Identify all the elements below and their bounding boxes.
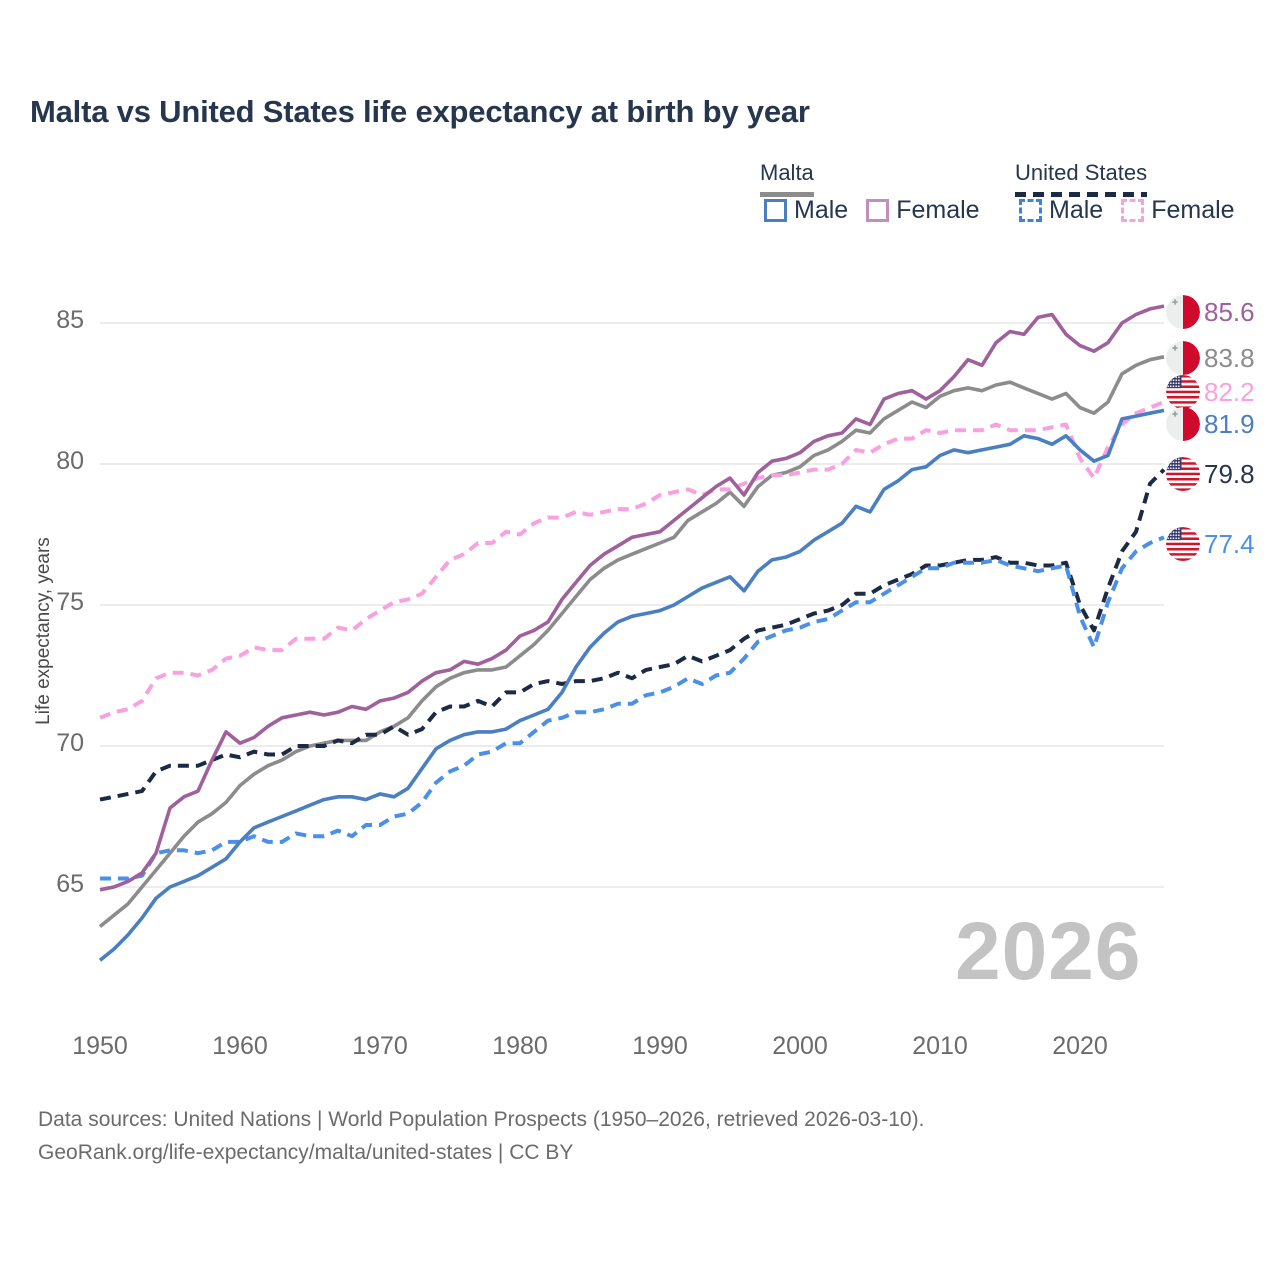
legend-item-us-male[interactable]: Male bbox=[1019, 198, 1103, 223]
x-tick-label: 1970 bbox=[352, 1032, 408, 1060]
chart-series-layer bbox=[98, 304, 1166, 962]
legend-item-malta-male[interactable]: Male bbox=[764, 198, 848, 223]
us-flag-icon bbox=[1166, 457, 1200, 491]
us-flag-icon bbox=[1166, 527, 1200, 561]
chart-footer: Data sources: United Nations | World Pop… bbox=[38, 1104, 924, 1169]
legend-item-us-female[interactable]: Female bbox=[1121, 196, 1235, 224]
legend-heading-united-states: United States bbox=[1015, 160, 1148, 185]
x-tick-label: 2020 bbox=[1052, 1032, 1108, 1060]
footer-attribution: GeoRank.org/life-expectancy/malta/united… bbox=[38, 1140, 574, 1164]
x-tick-label: 1980 bbox=[492, 1032, 548, 1060]
end-label-value: 77.4 bbox=[1204, 529, 1255, 559]
end-label-82-2: 82.2 bbox=[1166, 375, 1255, 409]
legend-group-malta: Malta Male Female bbox=[760, 160, 980, 223]
line-chart-svg bbox=[98, 304, 1166, 962]
y-tick-label: 70 bbox=[56, 729, 84, 757]
malta-flag-icon bbox=[1166, 295, 1200, 329]
legend-label-malta-female: Female bbox=[896, 196, 980, 224]
us-flag-icon bbox=[1166, 457, 1200, 491]
chart-gridlines bbox=[100, 322, 1164, 888]
legend-rule-malta bbox=[760, 192, 814, 197]
end-label-value: 79.8 bbox=[1204, 459, 1255, 489]
malta-flag-icon bbox=[1166, 407, 1200, 441]
x-tick-label: 1960 bbox=[212, 1032, 268, 1060]
us-flag-icon bbox=[1166, 375, 1200, 409]
x-tick-label: 2010 bbox=[912, 1032, 968, 1060]
malta-flag-icon bbox=[1166, 295, 1200, 329]
us-flag-icon bbox=[1166, 375, 1200, 409]
legend-rule-united-states bbox=[1015, 192, 1148, 197]
legend-swatch-us-female bbox=[1121, 199, 1145, 222]
end-label-value: 81.9 bbox=[1204, 409, 1255, 439]
x-tick-label: 1950 bbox=[72, 1032, 128, 1060]
series-line-united-states-male bbox=[100, 535, 1165, 881]
x-tick-label: 1990 bbox=[632, 1032, 688, 1060]
series-line-malta-male-alt- bbox=[98, 355, 1165, 928]
end-label-83-8: 83.8 bbox=[1166, 341, 1255, 375]
end-label-77-4: 77.4 bbox=[1166, 527, 1255, 561]
legend-group-united-states: United States Male Female bbox=[1015, 160, 1235, 223]
end-label-value: 83.8 bbox=[1204, 343, 1255, 373]
end-label-81-9: 81.9 bbox=[1166, 407, 1255, 441]
y-tick-label: 65 bbox=[56, 870, 84, 898]
legend-item-malta-female[interactable]: Female bbox=[866, 196, 980, 224]
end-label-85-6: 85.6 bbox=[1166, 295, 1255, 329]
year-watermark: 2026 bbox=[955, 906, 1142, 997]
malta-flag-icon bbox=[1166, 407, 1200, 441]
legend-label-malta-male: Male bbox=[794, 196, 849, 224]
y-tick-label: 85 bbox=[56, 306, 84, 334]
malta-flag-icon bbox=[1166, 341, 1200, 375]
y-axis-title: Life expectancy, years bbox=[33, 537, 54, 725]
legend-heading-malta: Malta bbox=[760, 160, 814, 185]
x-tick-label: 2000 bbox=[772, 1032, 828, 1060]
end-label-value: 85.6 bbox=[1204, 297, 1255, 327]
legend-swatch-malta-female bbox=[866, 199, 890, 222]
y-tick-label: 75 bbox=[56, 588, 84, 616]
y-tick-label: 80 bbox=[56, 447, 84, 475]
footer-data-sources: Data sources: United Nations | World Pop… bbox=[38, 1108, 925, 1131]
series-line-united-states-male-alt- bbox=[99, 468, 1166, 802]
legend-label-us-female: Female bbox=[1151, 196, 1235, 224]
malta-flag-icon bbox=[1166, 341, 1200, 375]
legend-label-us-male: Male bbox=[1049, 196, 1104, 224]
us-flag-icon bbox=[1166, 527, 1200, 561]
series-line-malta-male bbox=[98, 408, 1165, 962]
chart-legend: Malta Male Female United States bbox=[760, 160, 1250, 240]
page-title: Malta vs United States life expectancy a… bbox=[30, 94, 810, 129]
series-line-united-states-female bbox=[99, 400, 1165, 720]
end-label-value: 82.2 bbox=[1204, 377, 1255, 407]
legend-swatch-malta-male bbox=[764, 199, 787, 222]
end-label-79-8: 79.8 bbox=[1166, 457, 1255, 491]
legend-swatch-us-male bbox=[1019, 199, 1042, 222]
series-line-malta-female bbox=[99, 304, 1165, 892]
